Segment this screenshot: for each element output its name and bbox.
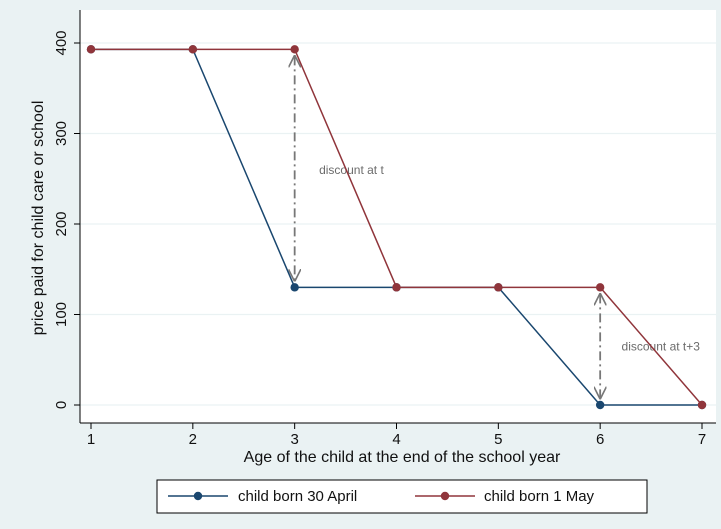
y-axis-title: price paid for child care or school <box>30 101 47 336</box>
data-point <box>595 283 605 292</box>
y-tick-label: 0 <box>53 401 70 409</box>
data-point <box>697 400 707 410</box>
legend-swatch-marker <box>440 491 450 501</box>
plot-area <box>80 10 716 423</box>
annotation-label: discount at t <box>319 163 384 177</box>
x-tick-label: 7 <box>698 431 706 448</box>
data-point <box>290 283 299 292</box>
x-tick-label: 4 <box>392 431 400 448</box>
data-point <box>595 400 605 410</box>
axes: 0 100 200 300 400 1 2 3 4 5 6 7 <box>53 10 716 448</box>
legend-label: child born 1 May <box>484 488 595 505</box>
data-point <box>188 45 198 54</box>
legend-swatch-marker <box>193 491 203 501</box>
data-point <box>494 283 503 292</box>
series <box>86 45 707 410</box>
legend-label: child born 30 April <box>238 488 357 505</box>
x-axis-title: Age of the child at the end of the schoo… <box>244 449 561 466</box>
x-tick-label: 6 <box>596 431 604 448</box>
x-tick-label: 1 <box>87 431 95 448</box>
data-point <box>392 283 401 292</box>
x-tick-label: 3 <box>290 431 298 448</box>
y-tick-label: 100 <box>53 302 70 327</box>
y-tick-label: 400 <box>53 30 70 55</box>
annotations: discount at t discount at t+3 <box>295 56 701 398</box>
x-tick-label: 5 <box>494 431 502 448</box>
x-tick-label: 2 <box>189 431 197 448</box>
annotation-label: discount at t+3 <box>622 340 701 354</box>
data-point <box>86 45 96 54</box>
legend: child born 30 April child born 1 May <box>156 479 648 514</box>
y-tick-label: 200 <box>53 211 70 236</box>
data-point <box>290 45 299 54</box>
legend-box <box>156 479 648 514</box>
y-tick-label: 300 <box>53 121 70 146</box>
